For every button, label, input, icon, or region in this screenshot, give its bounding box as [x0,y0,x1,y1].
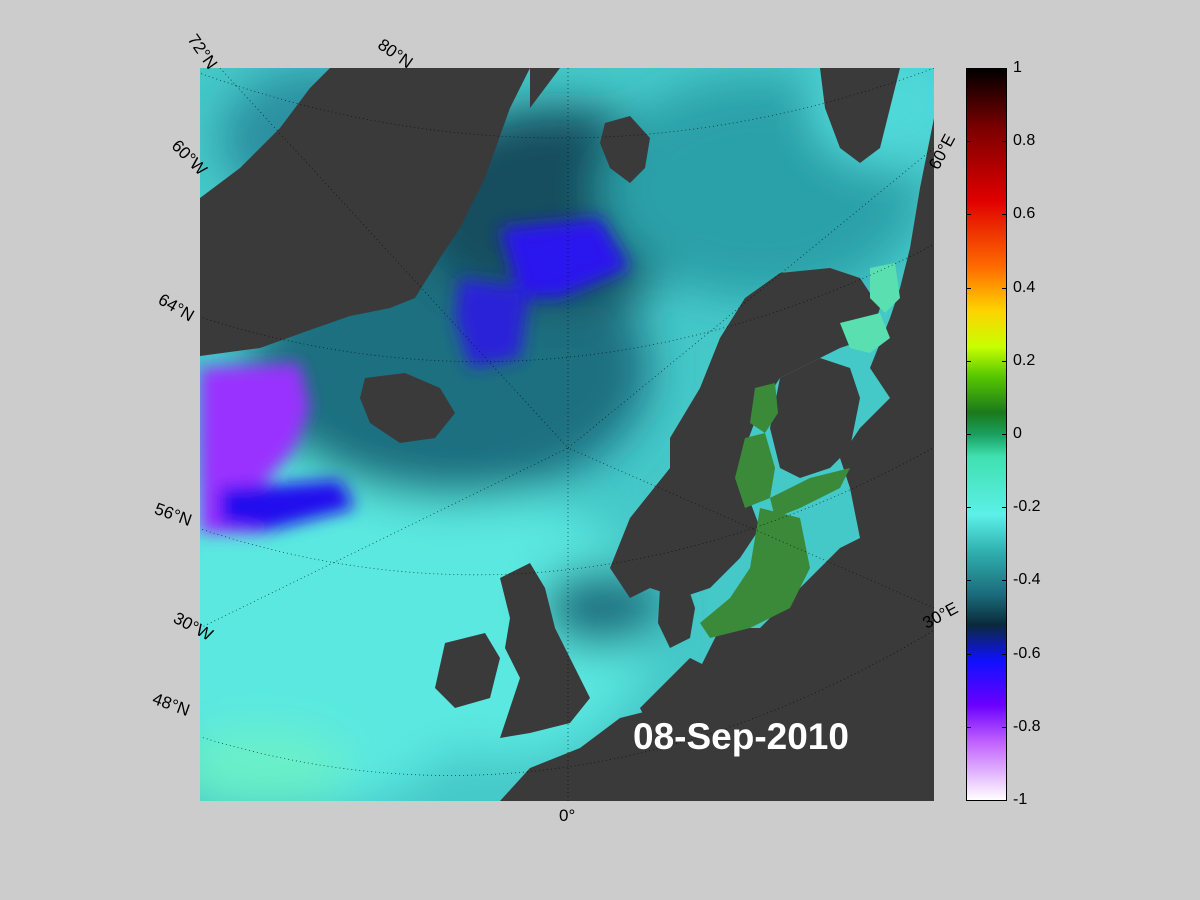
colorbar-tick-mark [966,141,971,143]
colorbar-tick-mark [966,434,971,435]
colorbar-tick-mark [1002,507,1007,509]
colorbar-tick-mark [1002,580,1007,582]
colorbar-tick-mark [966,360,971,362]
land [200,68,934,801]
colorbar-tick-label: 0.8 [1013,132,1036,150]
great-britain [500,563,590,738]
lat-label-48n: 48°N [150,689,193,720]
colorbar-tick-label: 0.2 [1013,351,1036,369]
map-plot [200,68,934,801]
colorbar-tick-mark [1002,800,1007,801]
colorbar-tick-mark [966,507,971,509]
greenland [200,68,530,356]
lat-label-72n: 72°N [183,30,222,73]
colorbar-tick-mark [1002,214,1007,216]
lat-label-64n: 64°N [155,289,198,326]
colorbar-tick-mark [966,726,971,728]
colorbar-tick-mark [1002,68,1007,69]
date-label: 08-Sep-2010 [633,716,849,757]
colorbar-tick-label: -1 [1013,791,1028,808]
colorbar-tick-label: -0.2 [1013,498,1041,516]
colorbar-tick-mark [1002,360,1007,362]
colorbar-tick-label: 1 [1013,59,1022,76]
map-canvas [200,68,934,801]
colorbar-tick-label: -0.4 [1013,571,1041,589]
baltic-sea [700,383,850,638]
colorbar-tick-mark [966,68,971,69]
colorbar [966,68,1007,801]
colorbar-tick-label: -0.8 [1013,717,1041,735]
svalbard [600,116,650,183]
colorbar-tick-mark [966,287,971,289]
colorbar-tick-mark [1002,434,1007,435]
white-sea [840,263,900,353]
scandinavia [610,268,880,598]
colorbar-tick-mark [966,653,971,655]
colorbar-tick-mark [1002,141,1007,143]
colorbar-tick-label: -0.6 [1013,644,1041,662]
colorbar-tick-label: 0.4 [1013,278,1036,296]
iceland [360,373,455,443]
colorbar-tick-mark [1002,653,1007,655]
ireland [435,633,500,708]
colorbar-tick-mark [966,214,971,216]
colorbar-tick-mark [966,800,971,801]
lat-label-56n: 56°N [152,499,195,530]
colorbar-tick-mark [1002,287,1007,289]
lon-label-0: 0° [559,806,576,825]
colorbar-tick-label: 0 [1013,425,1022,442]
colorbar-tick-mark [966,580,971,582]
colorbar-tick-label: 0.6 [1013,205,1036,223]
graticule [200,68,934,801]
colorbar-tick-mark [1002,726,1007,728]
